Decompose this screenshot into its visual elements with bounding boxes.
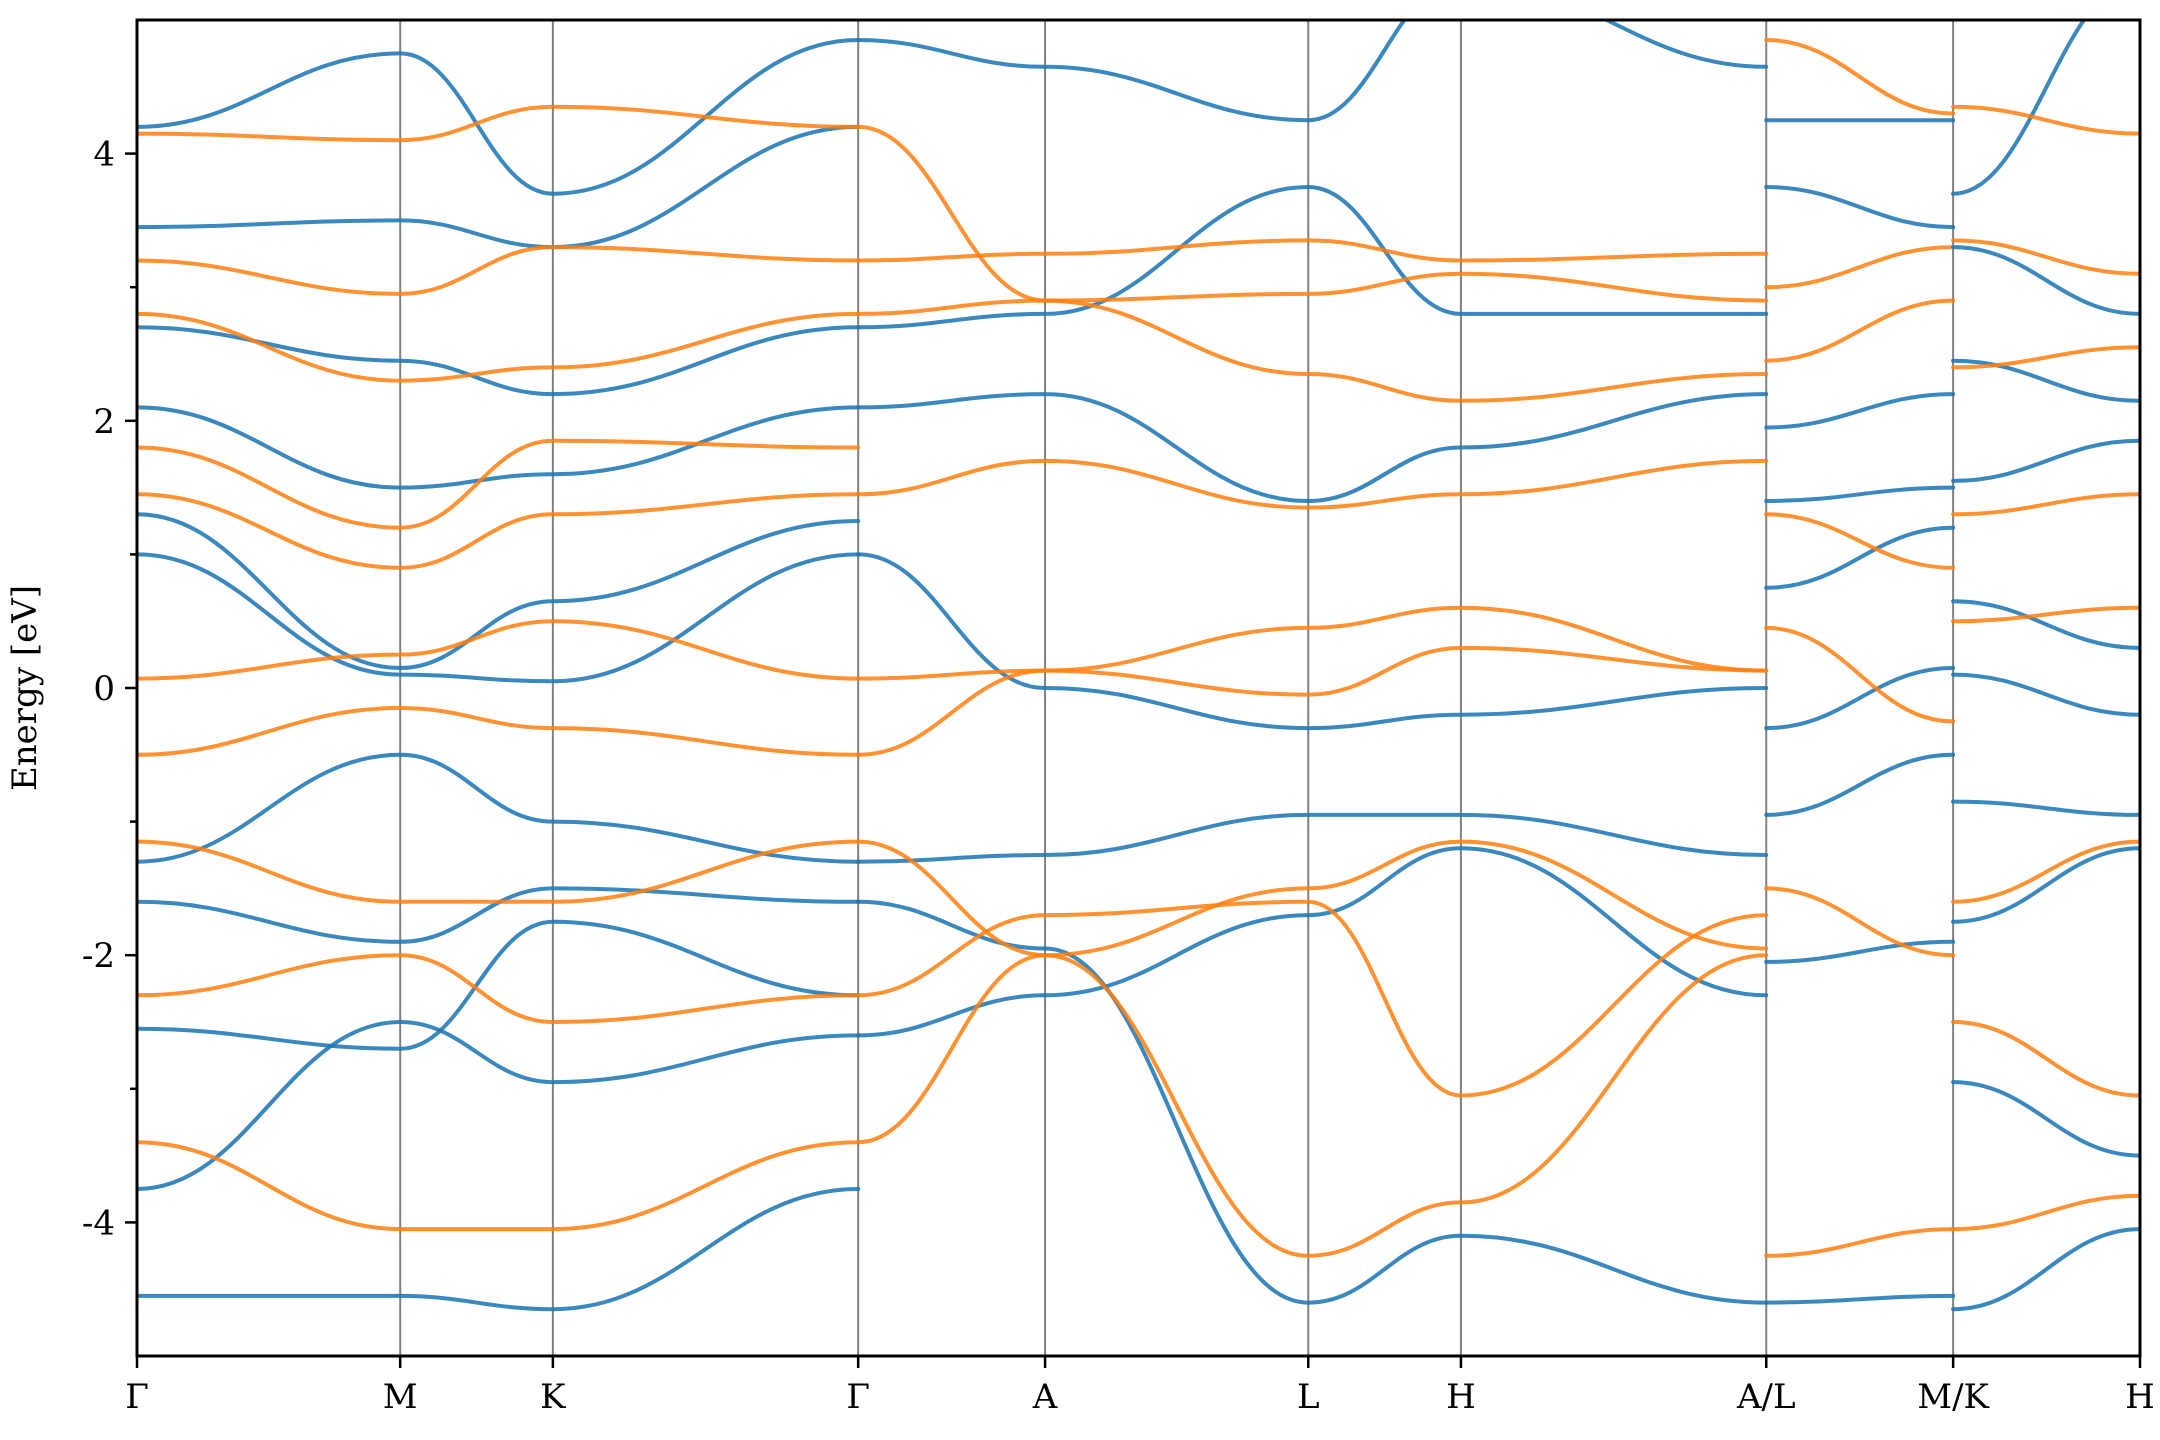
band-line (1951, 358, 2140, 403)
band-line (856, 846, 1769, 1038)
y-tick-label: 2 (93, 402, 115, 442)
band-line (856, 899, 1769, 1098)
x-tick-label: M/K (1917, 1377, 1989, 1417)
band-line (1951, 599, 2140, 650)
band-line (856, 552, 1769, 731)
band-line (856, 185, 1769, 330)
band-line (137, 492, 861, 570)
band-line (137, 325, 861, 397)
band-lines (137, 20, 2140, 1312)
band-line (1951, 245, 2140, 316)
band-line (1951, 799, 2140, 817)
y-axis-label: Energy [eV] (5, 585, 45, 791)
band-line (1951, 1193, 2140, 1232)
band-line (1764, 625, 1956, 724)
band-line (856, 839, 1769, 958)
band-line (137, 1140, 861, 1232)
band-line (856, 392, 1769, 503)
band-line (856, 645, 1769, 697)
band-line (1764, 245, 1956, 290)
band-line (1951, 492, 2140, 517)
band-line (137, 245, 861, 296)
band-line (1764, 939, 1956, 964)
band-line (1764, 185, 1956, 230)
band-line (1951, 1227, 2140, 1312)
band-line (1951, 438, 2140, 483)
band-line (137, 619, 861, 681)
y-tick-label: -4 (82, 1203, 115, 1243)
band-line (856, 899, 1769, 1305)
band-line (137, 706, 861, 757)
band-line (137, 311, 861, 383)
band-line (1764, 392, 1956, 430)
band-line (1951, 104, 2140, 136)
band-line (1951, 1080, 2140, 1158)
band-line (137, 886, 861, 944)
x-tick-label: H (1446, 1377, 1476, 1417)
x-tick-label: L (1297, 1377, 1320, 1417)
band-line (1764, 38, 1956, 116)
high-symmetry-gridlines (399, 20, 1955, 1356)
x-tick-label: M (383, 1377, 418, 1417)
x-tick-label: Γ (846, 1377, 870, 1417)
y-tick-label: 0 (93, 669, 115, 709)
band-line (1764, 485, 1956, 503)
band-line (1951, 839, 2140, 904)
band-line (856, 605, 1769, 757)
band-line (1951, 345, 2140, 370)
band-line (137, 512, 861, 670)
band-line (1764, 525, 1956, 590)
band-line (1764, 886, 1956, 958)
y-axis: -4 -2 0 2 4 (82, 135, 137, 1243)
x-tick-label: K (540, 1377, 566, 1417)
x-tick-label: A/L (1736, 1377, 1796, 1417)
band-line (1764, 298, 1956, 363)
y-tick-label: -2 (82, 936, 115, 976)
band-line (856, 20, 1769, 123)
band-line (1951, 672, 2140, 717)
x-axis: Γ M K Γ A L H A/L M/K H (125, 1356, 2155, 1417)
band-line (1951, 846, 2140, 924)
band-line (137, 953, 861, 1024)
band-line (856, 458, 1769, 510)
band-line (856, 953, 1769, 1258)
band-line (856, 298, 1769, 403)
band-line (1951, 605, 2140, 624)
band-line (1764, 512, 1956, 570)
band-line (137, 552, 861, 684)
band-line (856, 812, 1769, 864)
band-line (1764, 752, 1956, 817)
band-line (137, 1020, 861, 1191)
plot-frame (135, 18, 2142, 1358)
x-tick-label: A (1032, 1377, 1058, 1417)
band-line (856, 124, 1769, 303)
band-line (1951, 238, 2140, 276)
band-line (137, 839, 861, 904)
band-line (1764, 666, 1956, 731)
band-line (1764, 1293, 1956, 1305)
band-line (137, 752, 861, 864)
x-tick-label: Γ (125, 1377, 149, 1417)
band-line (137, 124, 861, 250)
band-line (856, 238, 1769, 263)
band-line (137, 38, 861, 196)
band-line (137, 1187, 861, 1312)
band-line (1951, 20, 2087, 196)
band-line (137, 438, 861, 530)
y-tick-label: 4 (93, 135, 115, 175)
band-line (137, 919, 861, 1051)
band-line (1764, 1227, 1956, 1258)
x-tick-label: H (2125, 1377, 2155, 1417)
band-line (1951, 1020, 2140, 1098)
band-line (137, 104, 861, 143)
